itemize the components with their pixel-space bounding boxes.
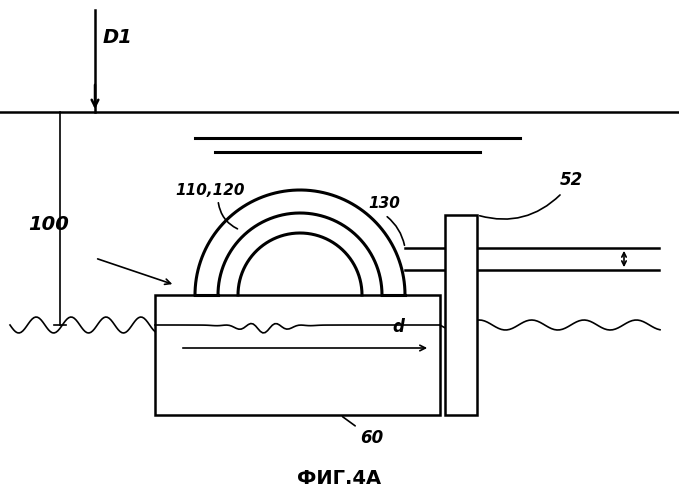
Bar (155, 295, 440, 415)
Text: ФИГ.4А: ФИГ.4А (297, 468, 382, 487)
Text: 60: 60 (342, 416, 384, 447)
Bar (445, 215, 477, 415)
Text: 100: 100 (28, 215, 69, 234)
Text: d: d (392, 318, 404, 336)
Text: 52: 52 (560, 171, 583, 189)
Text: D1: D1 (103, 28, 133, 47)
Text: 110,120: 110,120 (175, 183, 244, 198)
Text: 130: 130 (368, 196, 400, 211)
